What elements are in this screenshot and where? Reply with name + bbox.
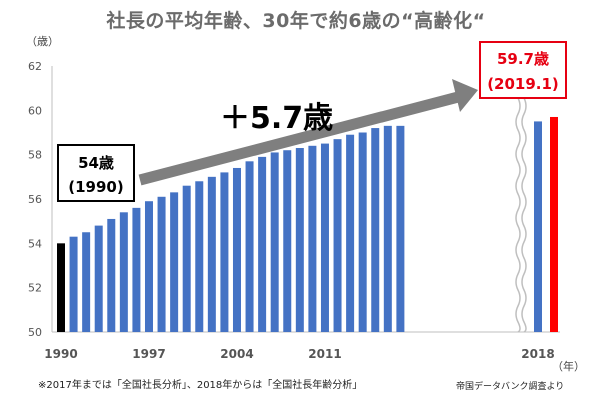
bar-2012: [333, 139, 342, 332]
footnote: ※2017年までは「全国社長分析」、2018年からは「全国社長年齢分析」: [38, 380, 363, 391]
start-annotation-box: 54歳 (1990): [57, 144, 135, 202]
bar-2011: [320, 143, 329, 332]
bar-2005: [245, 161, 254, 332]
y-tick-label: 58: [28, 149, 42, 162]
y-tick-label: 50: [28, 326, 42, 339]
y-tick-label: 62: [28, 60, 42, 73]
gain-label: ＋5.7歳: [220, 101, 333, 136]
bar-2008: [283, 150, 292, 332]
y-tick-label: 60: [28, 104, 42, 117]
end-box-line2: (2019.1): [487, 75, 559, 93]
bar-1994: [107, 218, 116, 332]
bar-2003: [220, 172, 229, 332]
bar-1993: [94, 225, 103, 332]
y-tick-label: 56: [28, 193, 42, 206]
bar-2019.1: [550, 116, 558, 332]
bar-2014: [358, 132, 367, 332]
bar-2009: [295, 148, 304, 332]
end-annotation-box: 59.7歳 (2019.1): [479, 41, 567, 99]
bar-2016: [383, 125, 392, 332]
bars: [57, 116, 558, 333]
bar-1996: [132, 207, 141, 332]
x-tick-label: 1997: [132, 347, 165, 361]
bar-2013: [346, 134, 355, 332]
bar-1999: [170, 192, 179, 332]
y-axis-labels: 50 52 54 56 58 60 62: [28, 60, 42, 339]
bar-2015: [371, 128, 380, 332]
bar-2018: [534, 121, 542, 333]
bar-2007: [270, 152, 279, 332]
axis-break-mark: [515, 65, 527, 333]
x-tick-label: 2004: [220, 347, 253, 361]
bar-1990: [57, 243, 65, 332]
bar-2000: [182, 185, 191, 332]
start-box-line2: (1990): [68, 178, 123, 196]
start-box-line1: 54歳: [78, 154, 114, 172]
bar-2002: [207, 176, 216, 332]
bar-2017: [396, 125, 405, 332]
trend-arrow: [138, 79, 478, 186]
y-axis-unit: （歳）: [26, 35, 59, 48]
y-tick-label: 52: [28, 282, 42, 295]
end-box-line1: 59.7歳: [497, 50, 549, 68]
bar-2006: [258, 156, 267, 332]
bar-2010: [308, 145, 317, 332]
x-axis-labels: 1990 1997 2004 2011 2018: [44, 347, 554, 361]
bar-2004: [232, 167, 241, 332]
bar-1997: [144, 201, 153, 332]
bar-1995: [119, 212, 128, 332]
bar-1998: [157, 196, 166, 332]
chart-title: 社長の平均年齢、30年で約6歳の“高齢化“: [106, 10, 486, 32]
y-tick-label: 54: [28, 237, 42, 250]
x-tick-label: 2018: [521, 347, 554, 361]
x-axis-unit: （年）: [552, 360, 585, 373]
source-note: 帝国データバンク調査より: [456, 382, 565, 392]
bar-1991: [69, 236, 78, 332]
bar-1992: [82, 232, 91, 332]
x-tick-label: 2011: [308, 347, 341, 361]
bar-2001: [195, 181, 204, 332]
x-tick-label: 1990: [44, 347, 77, 361]
